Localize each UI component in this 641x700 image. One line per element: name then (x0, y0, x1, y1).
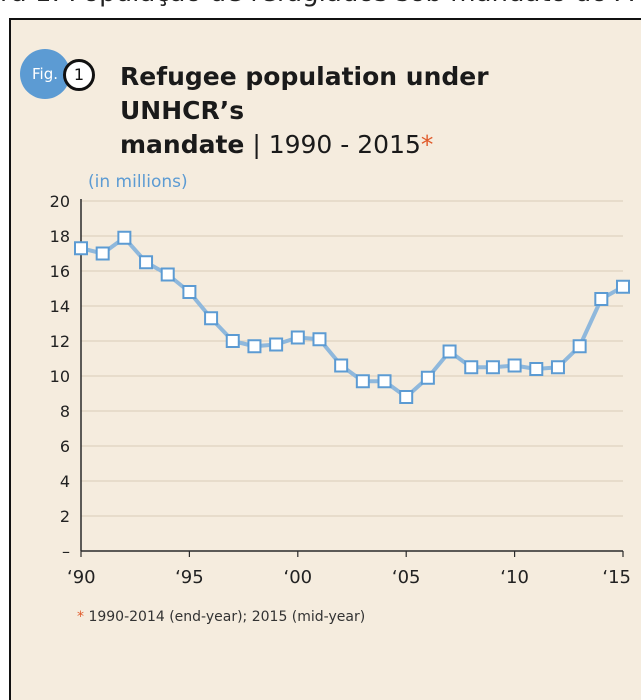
data-point-marker (594, 292, 609, 306)
data-point-marker (290, 330, 305, 345)
y-tick-label: 6 (60, 437, 70, 456)
chart-title: Refugee population under UNHCR’s mandate… (120, 60, 620, 162)
data-point-marker (117, 230, 132, 245)
title-asterisk: * (420, 130, 434, 159)
title-line2: mandate (120, 130, 245, 159)
data-point-marker (355, 374, 370, 389)
data-point-marker (529, 362, 544, 376)
data-point-marker (485, 360, 500, 375)
y-tick-label: 8 (60, 402, 70, 421)
data-point-marker (442, 344, 457, 359)
data-point-marker (334, 358, 349, 373)
title-separator: | (244, 130, 269, 159)
grid-lines (80, 199, 623, 552)
y-tick-label: 16 (50, 262, 70, 281)
figure-badge: Fig. (20, 49, 70, 99)
data-point-marker (204, 311, 219, 326)
data-point-marker (139, 255, 154, 270)
data-point-marker (572, 339, 587, 354)
x-tick-label: ‘95 (175, 567, 204, 588)
x-tick-label: ‘15 (602, 567, 631, 588)
data-point-marker (420, 370, 435, 385)
data-point-marker (550, 360, 565, 375)
y-tick-label: 20 (50, 192, 70, 211)
units-label: (in millions) (88, 172, 188, 192)
data-point-marker (160, 267, 175, 282)
line-chart: 20 18 16 14 12 10 8 6 4 2 – ‘90 ‘95 ‘00 ‘05 ‘10 ‘15 (50, 192, 631, 588)
data-point-marker (616, 279, 630, 294)
document-caption: ra 1: População de refugiados sob mandat… (0, 0, 641, 8)
title-range: 1990 - 2015 (268, 130, 421, 159)
x-tick-label: ‘00 (283, 567, 312, 588)
y-tick-label: – (62, 542, 70, 561)
footnote: * 1990-2014 (end-year); 2015 (mid-year) (77, 609, 365, 625)
data-point-marker (507, 358, 522, 373)
data-point-marker (247, 339, 262, 354)
figure-number: 1 (63, 59, 95, 91)
data-point-marker (182, 285, 197, 299)
y-tick-label: 10 (50, 367, 70, 386)
data-point-marker (74, 241, 88, 256)
data-point-marker (312, 332, 327, 347)
y-tick-label: 18 (50, 227, 70, 246)
y-axis-ticks: 20 18 16 14 12 10 8 6 4 2 – (50, 192, 70, 561)
data-point-marker (95, 246, 110, 261)
y-tick-label: 12 (50, 332, 70, 351)
y-tick-label: 14 (50, 297, 70, 316)
footnote-asterisk: * (77, 609, 84, 625)
data-point-marker (399, 390, 414, 404)
data-point-marker (225, 334, 240, 348)
y-tick-label: 2 (60, 507, 70, 526)
x-axis-ticks: ‘90 ‘95 ‘00 ‘05 ‘10 ‘15 (67, 551, 631, 588)
footnote-text: 1990-2014 (end-year); 2015 (mid-year) (88, 609, 366, 625)
y-tick-label: 4 (60, 472, 70, 491)
data-point-marker (377, 374, 392, 389)
x-tick-label: ‘10 (500, 567, 529, 588)
figure-panel (9, 18, 641, 700)
x-tick-label: ‘90 (67, 567, 96, 588)
title-line1: Refugee population under UNHCR’s (120, 62, 489, 125)
x-tick-label: ‘05 (392, 567, 421, 588)
data-point-marker (269, 337, 284, 352)
data-point-marker (464, 360, 479, 375)
series-group (74, 230, 630, 404)
